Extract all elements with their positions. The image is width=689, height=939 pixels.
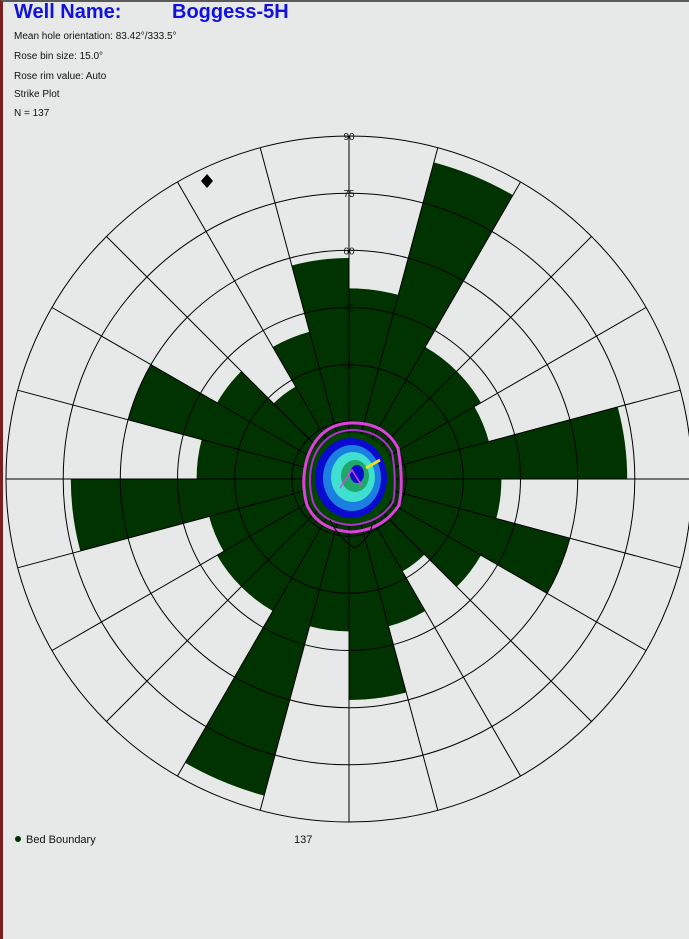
count-label: 137 <box>294 834 313 846</box>
grid-spoke <box>106 478 350 722</box>
well-name-header: Well Name: Boggess-5H <box>14 1 289 24</box>
ring-label: 45 <box>343 304 355 315</box>
rim-value-text: Rose rim value: Auto <box>14 71 107 82</box>
well-name-value: Boggess-5H <box>172 1 289 23</box>
legend: Bed Boundary <box>15 834 96 846</box>
ring-label: 90 <box>343 132 355 143</box>
grid-spoke <box>259 147 350 480</box>
grid-spoke <box>348 478 521 777</box>
grid-spoke <box>259 478 350 811</box>
grid-spoke <box>51 307 350 480</box>
rose-petal <box>349 479 570 594</box>
grid-spoke <box>348 478 592 722</box>
rose-petal <box>349 162 513 479</box>
grid-spoke <box>51 478 350 651</box>
grid-spoke <box>348 236 592 480</box>
rose-petal <box>70 479 350 551</box>
ring-label: 30 <box>343 361 355 372</box>
grid-spoke <box>177 478 350 777</box>
plot-type-text: Strike Plot <box>14 89 60 100</box>
grid-spoke <box>17 389 350 480</box>
ring-label: 75 <box>343 189 355 200</box>
mean-orientation-marker <box>201 174 213 188</box>
bin-size-text: Rose bin size: 15.0° <box>14 51 104 62</box>
grid-spoke <box>106 236 350 480</box>
ring-label: 60 <box>343 246 355 257</box>
grid-spoke <box>17 478 350 569</box>
rose-spokes <box>6 136 689 822</box>
mean-orientation-text: Mean hole orientation: 83.42°/333.5° <box>14 31 177 42</box>
grid-spoke <box>348 478 439 811</box>
legend-label: Bed Boundary <box>26 834 96 846</box>
center-stereonet-icon <box>302 421 403 549</box>
well-name-label: Well Name: <box>14 1 122 23</box>
bed-boundary-dot-icon <box>15 836 21 843</box>
rose-petal <box>128 364 349 479</box>
grid-spoke <box>348 478 681 569</box>
grid-spoke <box>177 181 350 480</box>
rose-petal <box>349 407 628 479</box>
rose-petal <box>185 479 349 796</box>
grid-spoke <box>348 389 681 480</box>
sample-count-text: N = 137 <box>14 108 50 119</box>
